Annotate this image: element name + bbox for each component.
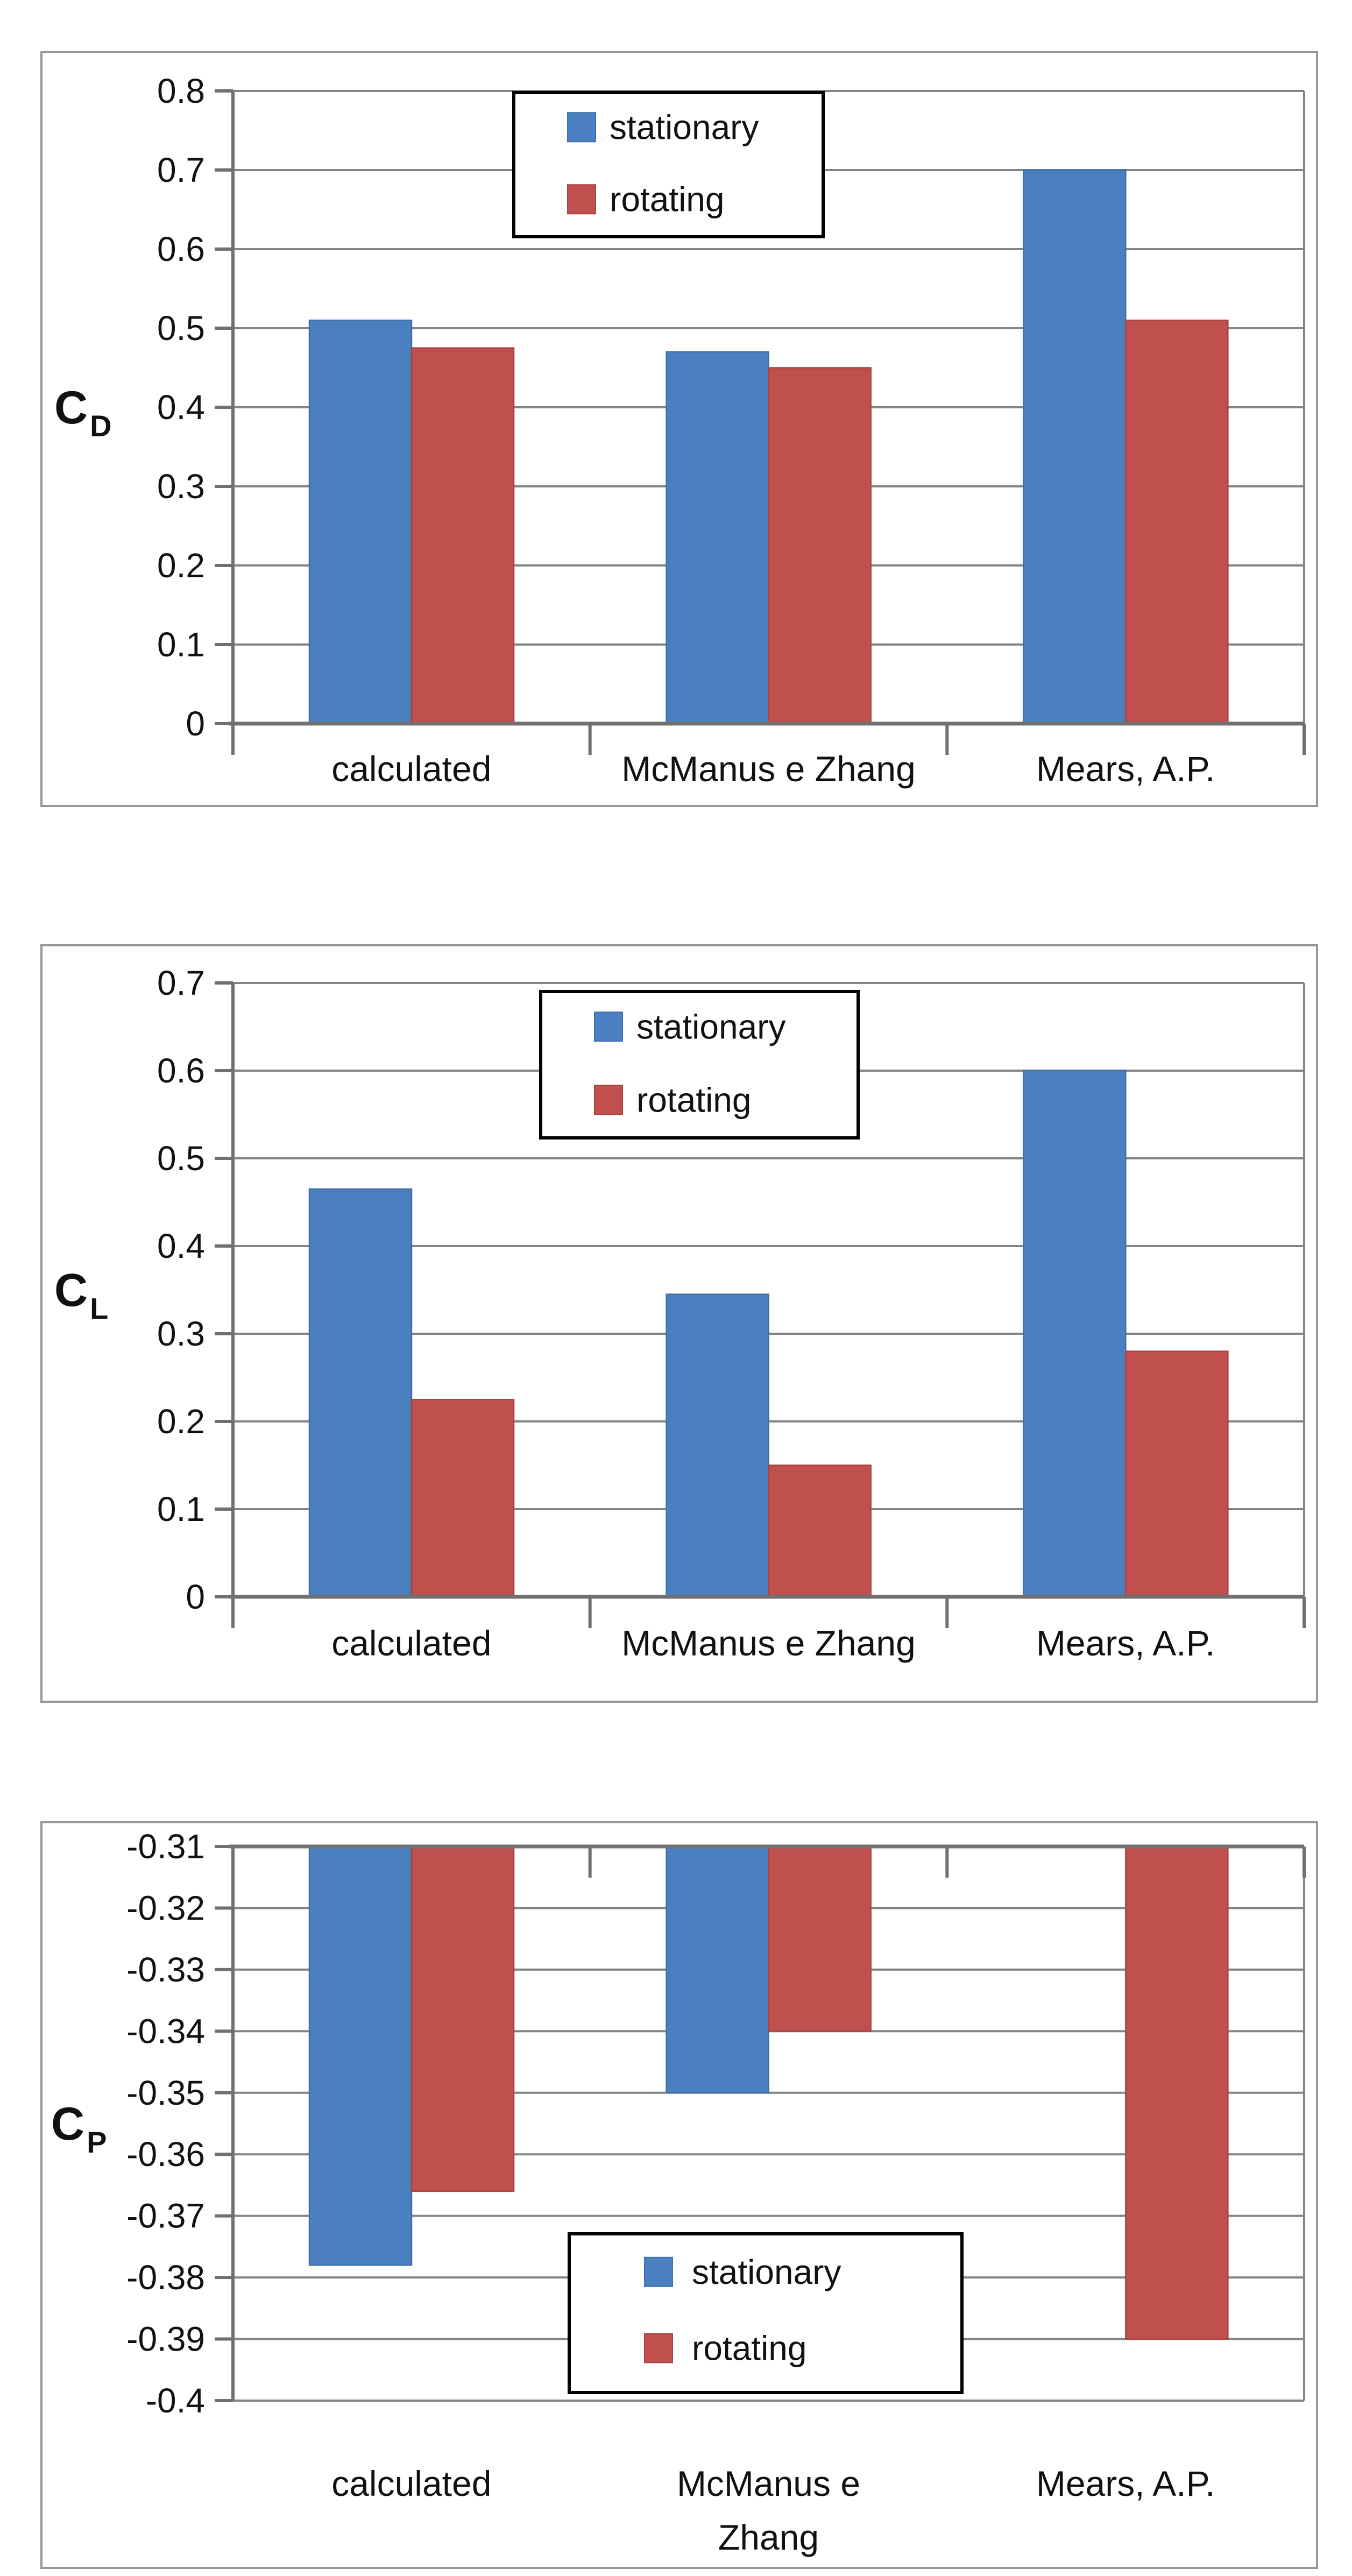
legend-swatch-rotating [644, 2333, 673, 2363]
legend-label-rotating: rotating [610, 180, 724, 218]
y-tick-label: 0.2 [157, 1402, 205, 1441]
bar-stationary-1 [308, 320, 413, 725]
y-axis-title-sub: L [90, 1292, 108, 1326]
y-tick-label: -0.35 [126, 2073, 205, 2112]
y-tick-label: 0 [186, 704, 205, 743]
bar-rotating-3 [1125, 320, 1229, 725]
legend-label-rotating: rotating [636, 1080, 751, 1119]
y-tick-label: 0.5 [157, 309, 205, 348]
category-label: McManus e Zhang [621, 749, 916, 789]
chart-cp: -0.4 -0.39 -0.38 -0.37 -0.36 -0.35 -0.34 -0.33 -… [40, 1821, 1318, 2572]
y-tick-label: 0.3 [157, 1314, 205, 1353]
y-axis-title-sub: P [87, 2125, 107, 2159]
y-axis-title-main: C [54, 1265, 88, 1317]
bar-rotating-3 [1125, 1350, 1229, 1598]
y-tick-label: 0.7 [157, 151, 205, 189]
category-label: calculated [331, 1623, 491, 1663]
y-tick-label: 0.1 [157, 625, 205, 664]
bar-rotating-1 [410, 1399, 515, 1598]
legend-swatch-rotating [567, 184, 596, 215]
legend-label-stationary: stationary [636, 1007, 785, 1046]
y-axis-title: CP [51, 2098, 107, 2159]
bar-stationary-2 [666, 1845, 769, 2094]
bar-rotating-2 [768, 1845, 872, 2032]
category-label: Mears, A.P. [1036, 749, 1215, 789]
y-tick-label: -0.34 [126, 2012, 205, 2050]
y-tick-label: 0.6 [157, 1051, 205, 1090]
bar-rotating-3 [1125, 1845, 1229, 2340]
bar-stationary-1 [308, 1845, 413, 2266]
category-label-line: Zhang [718, 2517, 819, 2557]
y-tick-label: -0.39 [126, 2320, 205, 2359]
bar-rotating-2 [768, 367, 872, 725]
category-label-line: McManus e [677, 2464, 860, 2503]
legend-swatch-stationary [644, 2256, 673, 2287]
y-tick-label: -0.33 [126, 1950, 205, 1989]
bar-rotating-2 [768, 1464, 872, 1598]
legend-swatch-stationary [594, 1011, 623, 1042]
y-tick-label: 0.1 [157, 1490, 205, 1528]
legend-swatch-rotating [594, 1085, 623, 1115]
chart-cd: 0 0.1 0.2 0.3 0.4 0.5 0.6 0.7 0.8 calculated McMan… [40, 51, 1318, 810]
legend-label-stationary: stationary [692, 2253, 841, 2291]
y-tick-label: -0.37 [126, 2197, 205, 2235]
category-label: calculated [331, 2464, 491, 2503]
y-tick-label: 0.8 [157, 72, 205, 110]
bar-rotating-1 [410, 1845, 515, 2192]
y-tick-label: 0.4 [157, 1227, 205, 1265]
chart-cl: 0 0.1 0.2 0.3 0.4 0.5 0.6 0.7 calculated McManus … [40, 944, 1318, 1705]
legend-box [568, 2232, 964, 2394]
y-tick-label: -0.32 [126, 1888, 205, 1927]
bar-stationary-2 [666, 351, 769, 725]
legend-swatch-stationary [567, 112, 596, 143]
y-tick-label: 0.3 [157, 467, 205, 506]
cp-bar-chart: -0.4 -0.39 -0.38 -0.37 -0.36 -0.35 -0.34 -0.33 -… [40, 1821, 1318, 2569]
cl-bar-chart: 0 0.1 0.2 0.3 0.4 0.5 0.6 0.7 calculated McManus … [40, 944, 1318, 1703]
y-axis-title: CL [54, 1265, 108, 1326]
bar-stationary-1 [308, 1188, 413, 1598]
y-tick-label: -0.31 [126, 1827, 205, 1866]
y-tick-label: 0.2 [157, 546, 205, 585]
y-axis-title-sub: D [90, 409, 111, 443]
legend-label-stationary: stationary [610, 108, 759, 146]
legend-box [512, 91, 825, 238]
category-label: Mears, A.P. [1036, 1623, 1215, 1663]
category-label: McManus e Zhang [677, 2464, 860, 2557]
bar-stationary-2 [666, 1293, 769, 1598]
y-tick-label: 0 [186, 1577, 205, 1616]
y-tick-label: 0.4 [157, 388, 205, 427]
y-tick-label: 0.7 [157, 964, 205, 1002]
category-label: Mears, A.P. [1036, 2464, 1215, 2503]
y-axis-title-main: C [51, 2098, 84, 2150]
y-tick-label: -0.38 [126, 2258, 205, 2297]
bar-stationary-3 [1023, 169, 1127, 725]
y-tick-label: 0.6 [157, 230, 205, 268]
y-axis-title-main: C [54, 382, 88, 434]
legend-label-rotating: rotating [692, 2329, 806, 2367]
category-label: McManus e Zhang [621, 1623, 916, 1663]
y-tick-label: -0.36 [126, 2135, 205, 2174]
y-tick-label: -0.4 [146, 2381, 205, 2420]
legend-box [539, 990, 860, 1140]
y-axis-title: CD [54, 382, 112, 443]
cd-bar-chart: 0 0.1 0.2 0.3 0.4 0.5 0.6 0.7 0.8 calculated McMan… [40, 51, 1318, 807]
y-tick-label: 0.5 [157, 1139, 205, 1178]
bar-stationary-3 [1023, 1070, 1127, 1598]
category-label: calculated [331, 749, 491, 789]
bar-rotating-1 [410, 347, 515, 725]
